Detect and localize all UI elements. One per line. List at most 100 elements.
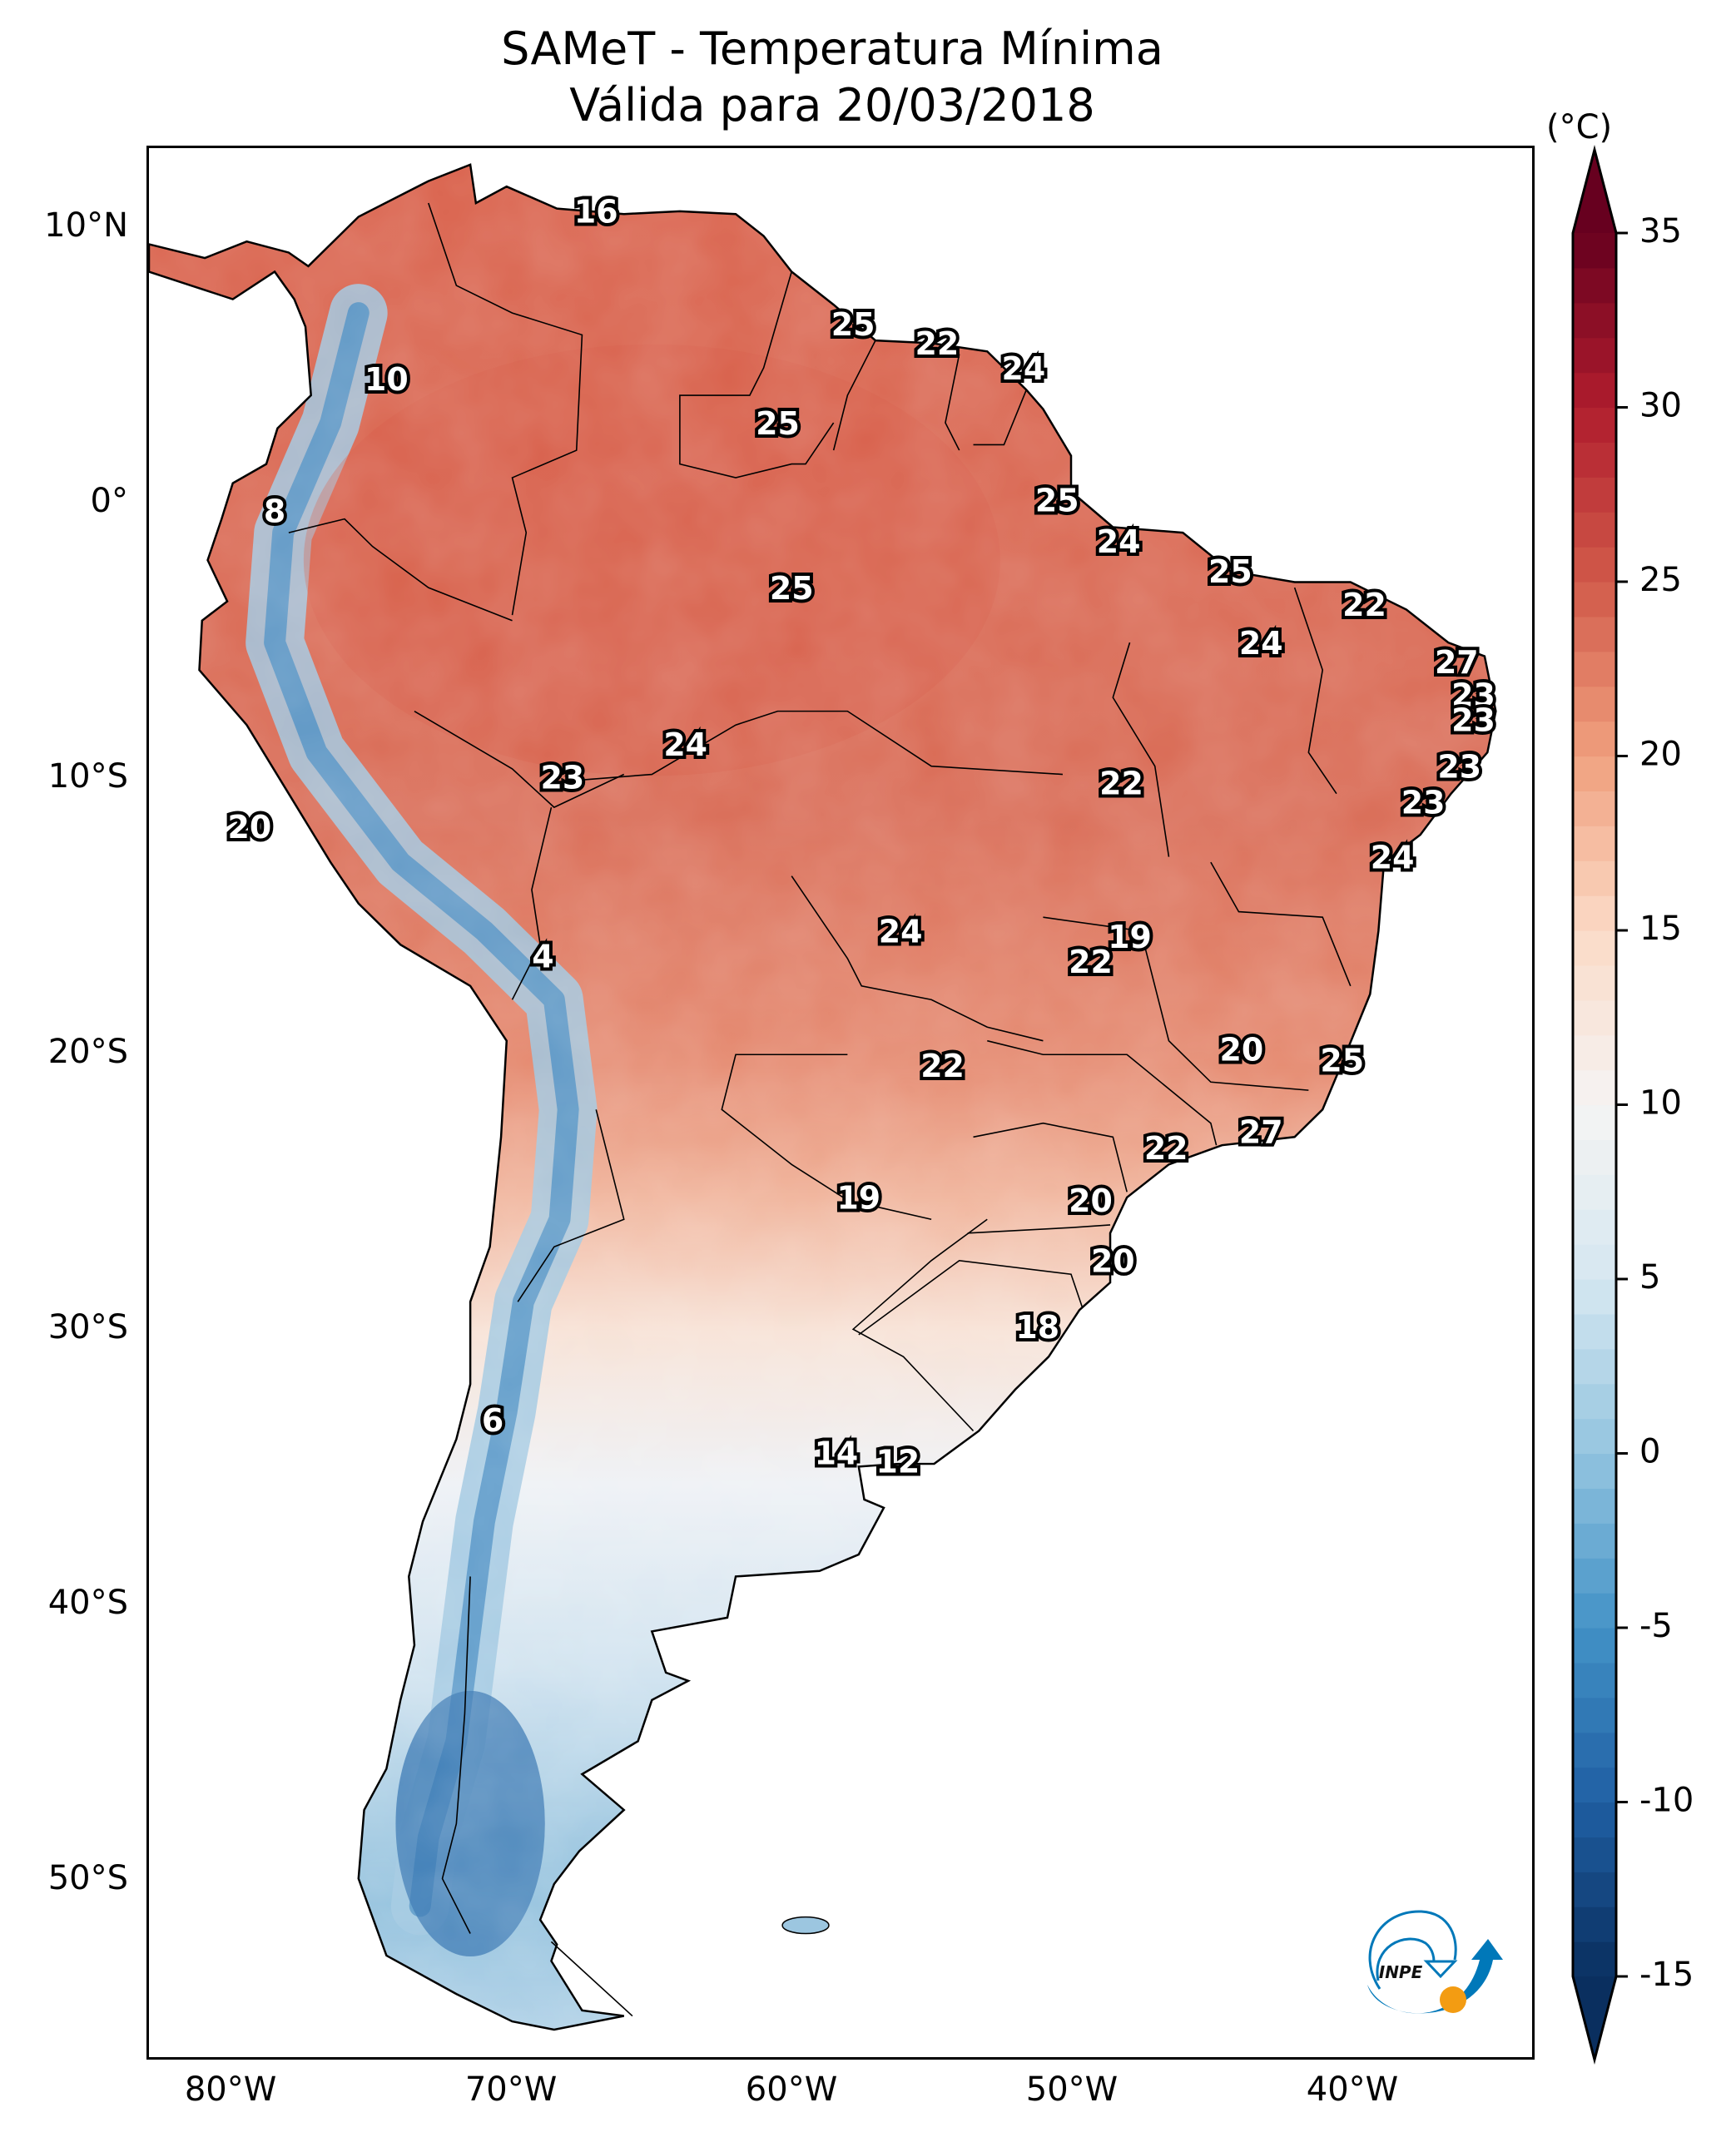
colorbar-segment [1573,1558,1616,1594]
colorbar-segment [1573,964,1616,1001]
colorbar-segment [1573,1662,1616,1698]
colorbar-segment [1573,1209,1616,1245]
border-line [517,1109,625,1302]
station-value-label: 24 [1239,625,1283,662]
colorbar-segment [1573,337,1616,374]
x-tick-label: 40°W [1306,2070,1399,2109]
colorbar-segment [1573,1034,1616,1071]
station-value-label: 23 [1451,677,1495,714]
colorbar-segment [1573,1767,1616,1803]
y-tick-label: 10°N [44,206,128,245]
colorbar-unit-label: (°C) [1546,108,1613,146]
border-line [1293,587,1337,795]
station-value-label: 22 [1099,765,1143,801]
colorbar-segment [1573,860,1616,896]
falkland-islands [781,1916,830,1935]
station-value-label: 22 [1144,1130,1188,1167]
colorbar-segment [1573,1523,1616,1559]
inpe-logo: INPE [1355,1902,1505,2018]
colorbar-segment [1573,442,1616,478]
colorbar-tick-label: 15 [1639,910,1682,948]
station-value-label: 23 [1437,748,1481,785]
border-line [1043,916,1309,1091]
border-line [973,1122,1128,1193]
colorbar-tick-label: -10 [1639,1782,1694,1820]
logo-text: INPE [1379,1962,1423,1982]
station-value-label: 22 [1342,587,1386,623]
colorbar-segment [1573,930,1616,966]
logo-sun-icon [1440,1986,1466,2013]
border-line [791,875,1044,1042]
colorbar-segment [1573,1488,1616,1524]
colorbar-segment [1573,1697,1616,1733]
station-value-label: 22 [915,325,960,362]
station-value-label: 14 [815,1435,859,1472]
colorbar-segment [1573,1593,1616,1629]
colorbar-segment [1573,791,1616,826]
border-line [414,710,625,809]
y-tick-label: 40°S [47,1583,128,1622]
colorbar-segment [1573,1628,1616,1664]
colorbar-extend-max [1573,150,1616,233]
station-value-label: 12 [876,1444,920,1480]
colorbar-tick-label: 35 [1639,212,1682,250]
colorbar-segment [1573,1837,1616,1872]
station-value-label: 18 [1015,1309,1059,1346]
map-subtitle: Válida para 20/03/2018 [569,79,1095,131]
logo-swoosh-icon [1367,1939,1503,2014]
colorbar-segment [1573,1907,1616,1942]
border-line [967,1224,1111,1234]
station-value-label: 25 [1320,1043,1364,1079]
station-value-label: 22 [1069,944,1113,980]
y-tick-label: 0° [90,482,128,521]
colorbar-segment [1573,999,1616,1036]
station-value-label: 20 [1069,1183,1113,1219]
station-value-label: 16 [574,194,618,231]
border-line [441,1576,471,1934]
colorbar-segment [1573,1104,1616,1140]
colorbar-segment [1573,1941,1616,1977]
colorbar-segment [1573,1383,1616,1420]
colorbar-segment [1573,1732,1616,1768]
colorbar-segment [1573,302,1616,339]
station-value-label: 23 [1401,784,1446,821]
colorbar-tick-label: 5 [1639,1258,1660,1297]
colorbar-segment [1573,686,1616,722]
y-tick-label: 10°S [47,757,128,796]
y-tick-label: 30°S [47,1308,128,1347]
colorbar-segment [1573,1174,1616,1210]
colorbar-segment [1573,547,1616,583]
station-value-label: 25 [1208,553,1252,590]
border-line [987,1039,1218,1146]
x-tick-label: 70°W [464,2070,558,2109]
colorbar-segment [1573,582,1616,617]
colorbar-segment [1573,1313,1616,1350]
station-value-label: 23 [1451,702,1495,738]
colorbar-tick-label: 0 [1639,1433,1660,1471]
border-line [550,1941,633,2017]
y-tick-label: 20°S [47,1033,128,1072]
station-value-label: 24 [1371,839,1415,875]
station-value-label: 24 [1002,350,1046,387]
station-value-label: 22 [920,1048,965,1084]
colorbar-segment [1573,1872,1616,1907]
colorbar-segment [1573,1069,1616,1106]
colorbar-segment [1573,1348,1616,1385]
colorbar-segment [1573,651,1616,687]
colorbar-tick-label: -5 [1639,1607,1673,1645]
border-line [858,1259,1084,1336]
border-line [973,389,1028,446]
border-line [1210,861,1352,987]
colorbar-svg: 35 30 25 20 15 10 5 0 -5 -10 -15 [1571,145,1694,2065]
border-line [721,1054,932,1221]
x-tick-label: 80°W [184,2070,277,2109]
colorbar-segment [1573,1139,1616,1175]
logo-arc-icon [1368,1910,1457,1990]
colorbar-tick-label: 25 [1639,561,1682,599]
border-line [582,710,1063,781]
x-tick-label: 60°W [745,2070,838,2109]
station-value-label: 4 [532,938,553,974]
colorbar-extend-min [1573,1976,1616,2060]
colorbar-segment [1573,372,1616,409]
